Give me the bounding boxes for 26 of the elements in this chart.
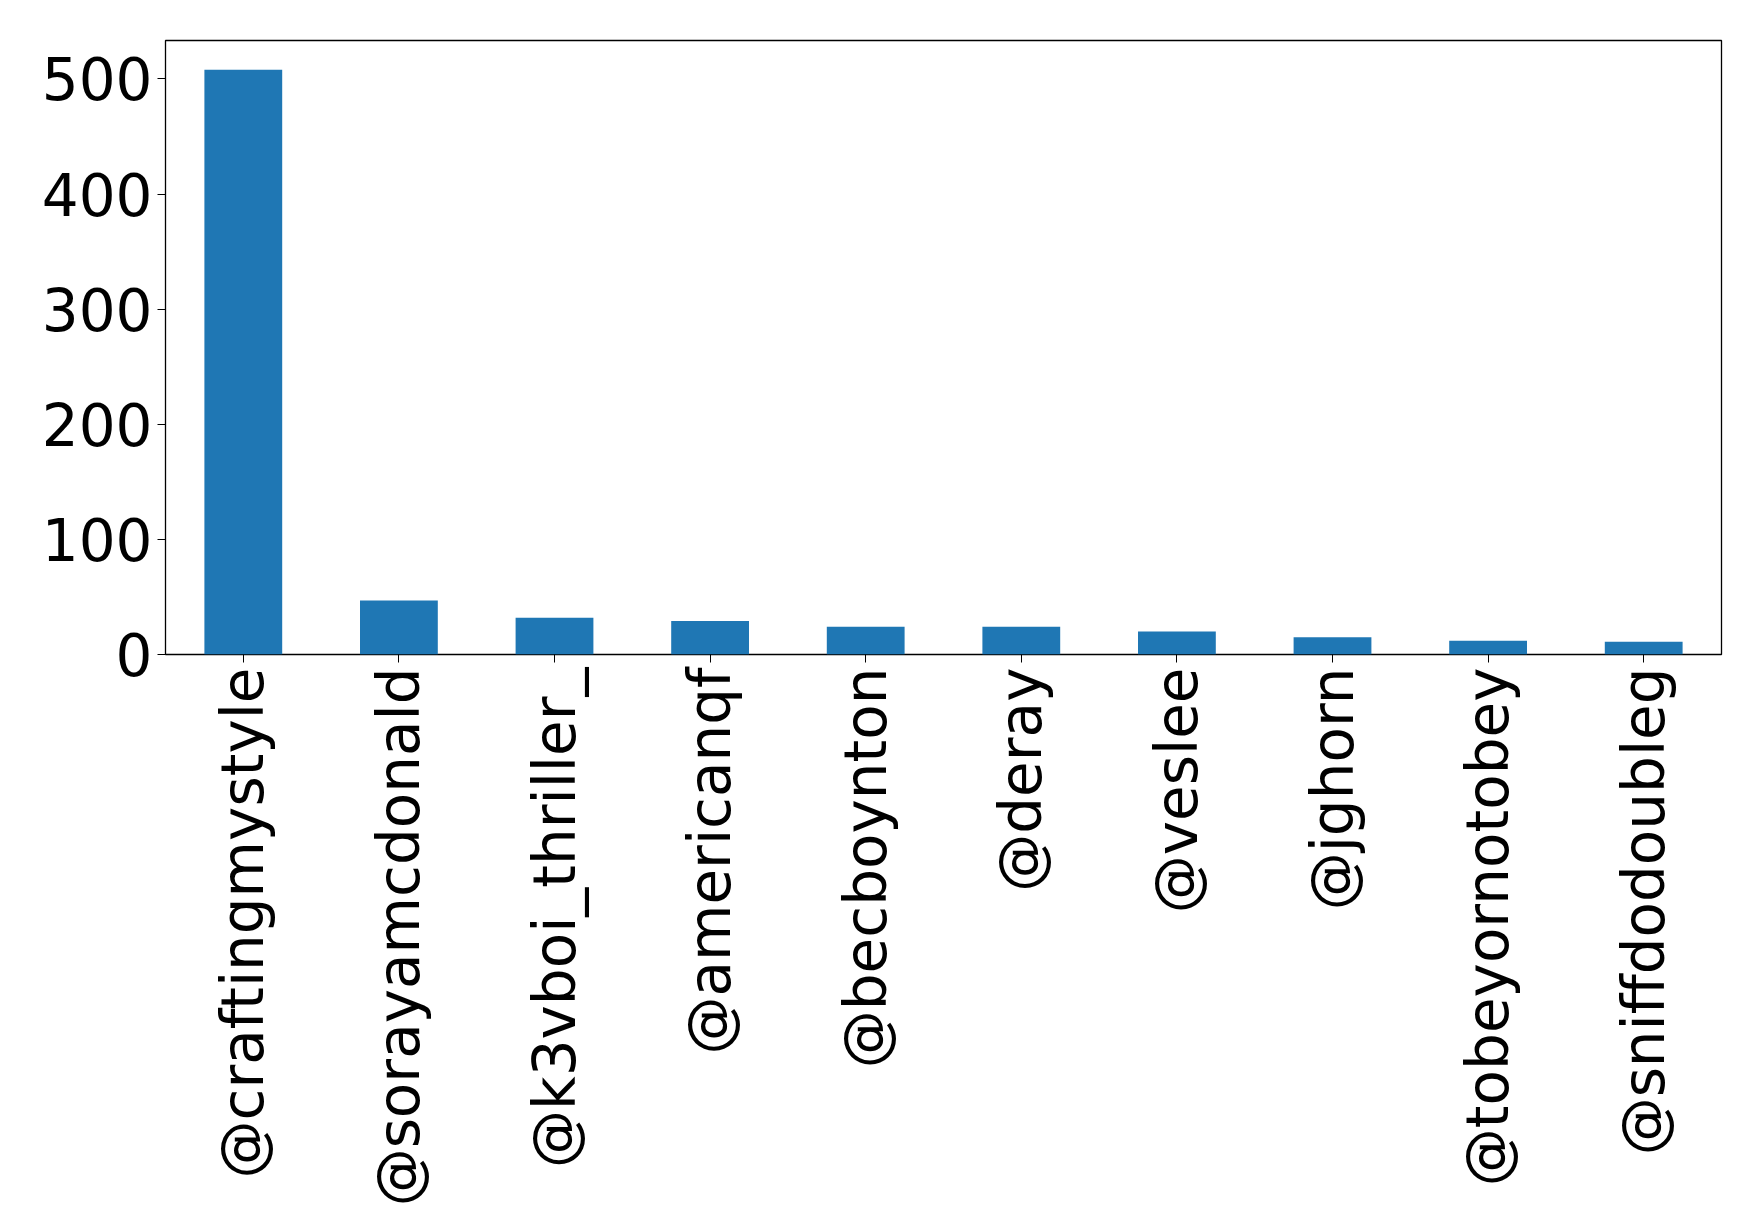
x-tick-label: @sorayamcdonald: [364, 667, 433, 1207]
x-tick-label: @becboynton: [831, 667, 900, 1069]
bar: [204, 69, 283, 655]
y-tick-label: 100: [41, 506, 153, 575]
bar: [1293, 637, 1372, 655]
bar: [360, 600, 438, 655]
y-tick-label: 300: [41, 276, 153, 345]
bar: [826, 626, 905, 655]
x-tick-label: @jghorn: [1298, 667, 1367, 911]
x-tick-label: @k3vboi_thriller_: [520, 666, 589, 1168]
x-tick-label: @deray: [987, 667, 1056, 892]
bar: [982, 626, 1061, 655]
x-tick-label: @craftingmystyle: [209, 667, 278, 1179]
x-tick-label: @veslee: [1142, 667, 1211, 914]
bar: [1449, 640, 1527, 655]
x-tick-label: @tobeyornotobey: [1454, 667, 1523, 1187]
x-tick-label: @americanqf: [676, 665, 745, 1055]
y-tick-label: 200: [41, 391, 153, 460]
bar: [515, 617, 594, 655]
bar: [1138, 631, 1216, 655]
y-tick-label: 500: [41, 46, 153, 115]
x-tick-label: @sniffdodoubleg: [1609, 667, 1678, 1156]
bar: [671, 621, 749, 655]
bar: [1604, 641, 1683, 655]
y-tick-label: 400: [41, 161, 153, 230]
y-tick-label: 0: [115, 622, 153, 690]
